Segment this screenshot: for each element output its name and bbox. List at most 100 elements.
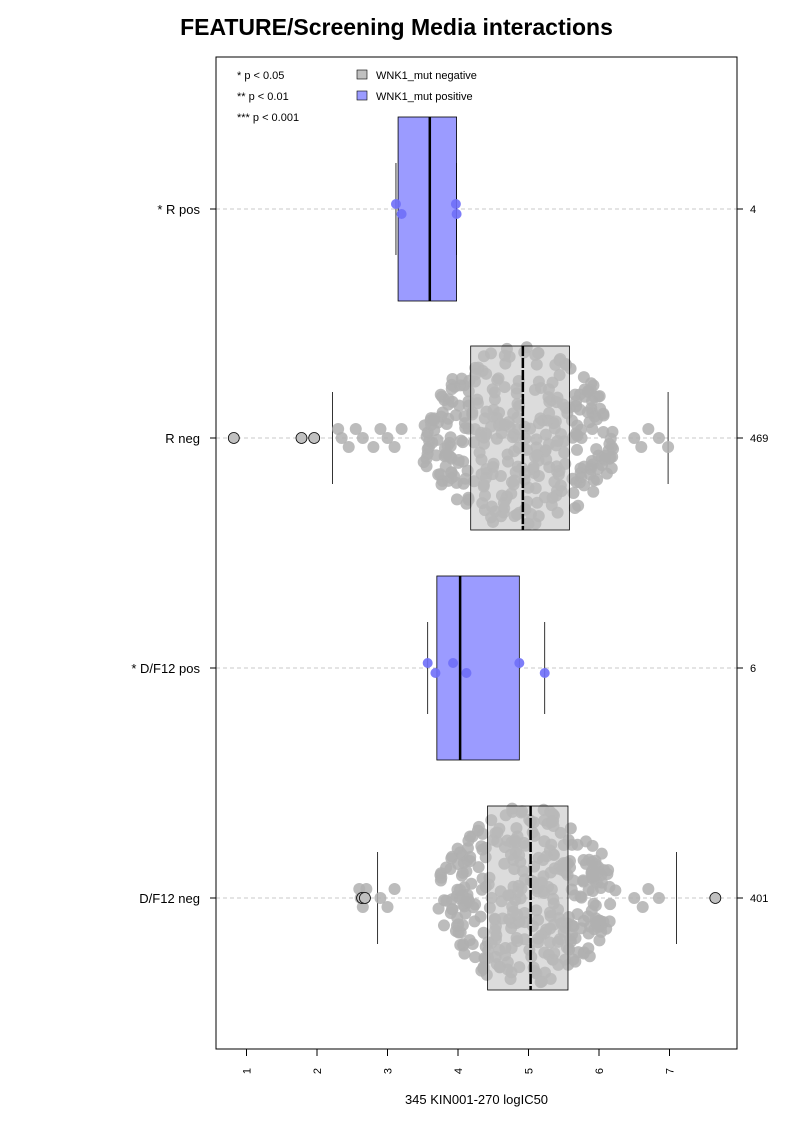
- swarm-point: [578, 460, 591, 473]
- legend-swatch: [356, 90, 368, 101]
- data-point: [539, 668, 550, 678]
- swarm-point: [585, 377, 598, 390]
- swarm-point: [581, 406, 594, 419]
- swarm-point: [604, 898, 617, 911]
- data-point: [349, 423, 362, 435]
- x-tick-label: 6: [594, 1068, 606, 1074]
- swarm-point: [432, 468, 445, 481]
- data-point: [636, 901, 649, 913]
- data-point: [356, 432, 369, 444]
- swarm-point: [477, 926, 490, 939]
- swarm-point: [605, 440, 618, 453]
- swarm-point: [578, 479, 591, 492]
- data-point: [642, 883, 655, 895]
- significance-legend-item: * p < 0.05: [237, 70, 284, 82]
- swarm-point: [469, 951, 482, 964]
- group-count: 6: [750, 663, 756, 675]
- data-point: [422, 658, 433, 668]
- data-point: [388, 441, 401, 453]
- x-tick-label: 4: [453, 1068, 465, 1074]
- swarm-point: [587, 897, 600, 910]
- swarm-point: [445, 378, 458, 391]
- swarm-point: [586, 870, 599, 883]
- swarm-point: [451, 883, 464, 896]
- x-axis-label: 345 KIN001-270 logIC50: [404, 1092, 549, 1107]
- boxes: [332, 116, 677, 991]
- swarm-point: [420, 460, 433, 473]
- swarm-point: [452, 456, 465, 469]
- data-point: [628, 432, 641, 444]
- swarm-point: [435, 478, 448, 491]
- swarm-point: [591, 473, 604, 486]
- swarm-point: [595, 847, 608, 860]
- swarm-point: [569, 932, 582, 945]
- swarm-point: [451, 842, 464, 855]
- swarm-point: [432, 902, 445, 915]
- data-point: [335, 432, 348, 444]
- swarm-point: [463, 934, 476, 947]
- swarm-point: [456, 436, 469, 449]
- box: [470, 345, 570, 531]
- data-point: [356, 901, 369, 913]
- swarm-point: [575, 431, 588, 444]
- x-tick-label: 3: [383, 1068, 395, 1074]
- swarm-point: [569, 400, 582, 413]
- swarm-point: [462, 893, 475, 906]
- data-point: [450, 199, 461, 209]
- data-point: [514, 658, 525, 668]
- swarm-point: [446, 903, 459, 916]
- group-count: 4: [750, 204, 756, 216]
- swarm-point: [579, 835, 592, 848]
- group-label: R neg: [165, 431, 200, 446]
- swarm-point: [456, 919, 469, 932]
- swarm-point: [465, 877, 478, 890]
- swarm-point: [572, 499, 585, 512]
- group-labels: * R pos 4 R neg 469 * D/F12 pos 6 D/F12 neg 401: [131, 202, 768, 906]
- outlier-point: [295, 432, 308, 444]
- swarm-point: [572, 946, 585, 959]
- x-tick-label: 1: [242, 1068, 254, 1074]
- data-point: [381, 432, 394, 444]
- swarm-point: [589, 915, 602, 928]
- swarm-point: [595, 925, 608, 938]
- box: [436, 575, 520, 761]
- data-point: [461, 668, 472, 678]
- swarm-point: [587, 485, 600, 498]
- swarm-point: [435, 871, 448, 884]
- swarm-point: [466, 830, 479, 843]
- data-point: [652, 432, 665, 444]
- group-count: 469: [750, 433, 768, 445]
- grid-lines: [216, 208, 737, 899]
- data-point: [381, 901, 394, 913]
- swarm-point: [605, 462, 618, 475]
- swarm-point: [577, 875, 590, 888]
- swarm-point: [603, 880, 616, 893]
- swarm-point: [445, 466, 458, 479]
- swarm-point: [468, 915, 481, 928]
- data-point: [390, 199, 401, 209]
- swarm-point: [583, 950, 596, 963]
- swarm-point: [586, 423, 599, 436]
- box: [487, 805, 569, 991]
- swarm-point: [597, 407, 610, 420]
- data-point: [635, 441, 648, 453]
- x-tick-label: 2: [312, 1068, 324, 1074]
- data-point: [652, 892, 665, 904]
- data-point: [360, 883, 373, 895]
- outlier-point: [359, 892, 371, 904]
- outlier-point: [709, 892, 722, 904]
- legend-swatch: [356, 69, 368, 80]
- swarm-point: [598, 864, 611, 877]
- data-point: [388, 883, 401, 895]
- swarm-point: [425, 412, 438, 425]
- x-axis: 1 2 3 4 5 6 7: [242, 1048, 677, 1074]
- legend-label: WNK1_mut positive: [376, 91, 473, 103]
- data-point: [374, 892, 387, 904]
- x-tick-label: 5: [524, 1068, 536, 1074]
- significance-legend-item: ** p < 0.01: [237, 91, 289, 103]
- data-point: [374, 423, 387, 435]
- swarm-point: [440, 447, 453, 460]
- swarm-point: [460, 497, 473, 510]
- data-point: [395, 423, 408, 435]
